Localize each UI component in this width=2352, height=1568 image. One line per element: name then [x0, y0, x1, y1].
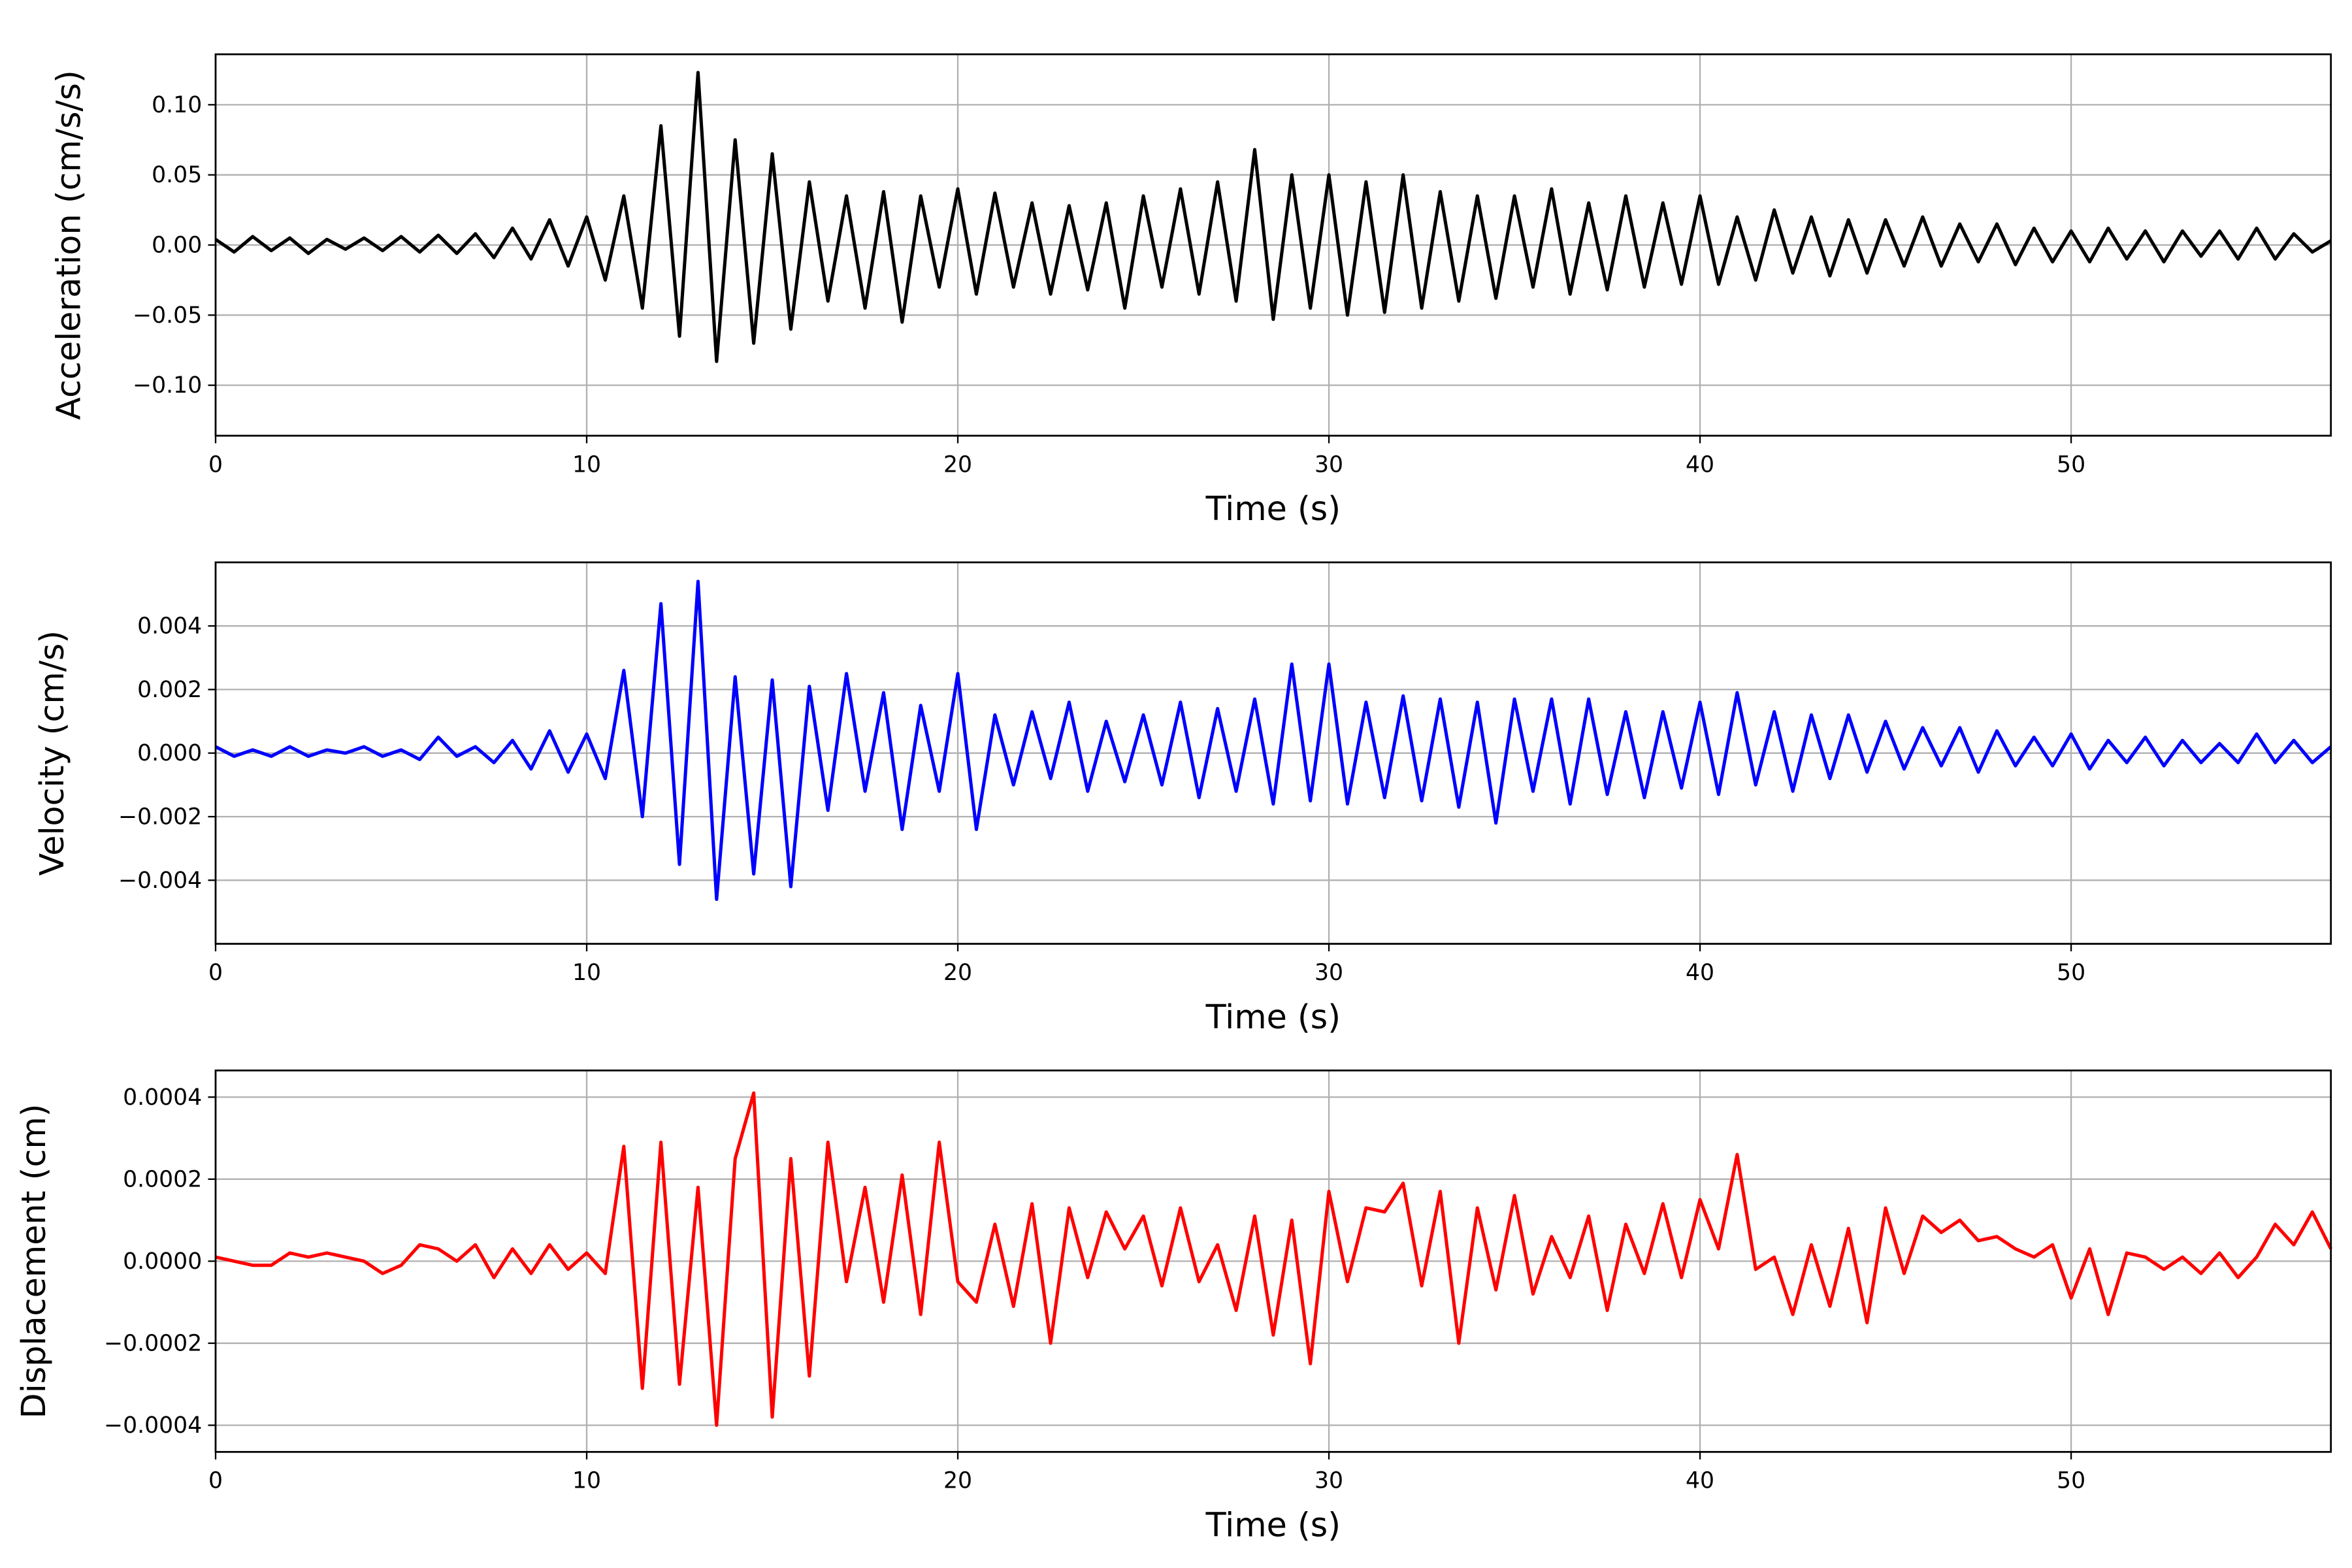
y-tick-label: 0.05 — [152, 162, 202, 188]
x-axis-label: Time (s) — [1205, 1506, 1341, 1544]
y-tick-label: 0.0000 — [123, 1249, 202, 1275]
axes-frame — [214, 1070, 2332, 1453]
x-axis-label: Time (s) — [1205, 998, 1341, 1036]
y-tick-label: −0.002 — [118, 804, 202, 830]
x-tick-label: 40 — [1686, 451, 1714, 478]
x-tick-label: 50 — [2057, 1468, 2085, 1494]
y-tick-label: 0.0004 — [123, 1085, 202, 1111]
x-tick-label: 20 — [943, 1468, 972, 1494]
x-tick-label: 50 — [2057, 960, 2085, 986]
x-tick-label: 0 — [208, 1468, 223, 1494]
x-tick-label: 0 — [208, 451, 223, 478]
x-tick-label: 0 — [208, 960, 223, 986]
data-line — [215, 1091, 2332, 1428]
data-line — [214, 71, 2332, 363]
y-axis-label: Acceleration (cm/s/s) — [49, 70, 88, 420]
x-tick-label: 40 — [1686, 960, 1714, 986]
y-axis-label: Displacement (cm) — [14, 1103, 53, 1418]
y-tick-label: −0.004 — [118, 868, 202, 894]
y-tick-label: −0.10 — [133, 372, 202, 399]
x-tick-label: 30 — [1315, 960, 1343, 986]
y-tick-label: −0.05 — [133, 302, 202, 329]
axes-frame — [214, 53, 2332, 437]
y-tick-label: 0.00 — [152, 233, 202, 259]
x-tick-label: 30 — [1315, 1468, 1343, 1494]
x-tick-label: 40 — [1686, 1468, 1714, 1494]
x-tick-label: 10 — [572, 960, 601, 986]
axes-frame — [214, 561, 2332, 945]
y-tick-label: 0.004 — [137, 613, 202, 640]
y-axis-label: Velocity (cm/s) — [33, 630, 71, 876]
x-tick-label: 20 — [943, 451, 972, 478]
x-axis-label: Time (s) — [1205, 489, 1341, 528]
y-tick-label: 0.002 — [137, 677, 202, 703]
x-tick-label: 10 — [572, 1468, 601, 1494]
x-tick-label: 20 — [943, 960, 972, 986]
x-tick-label: 10 — [572, 451, 601, 478]
data-line — [214, 580, 2332, 902]
y-tick-label: 0.10 — [152, 92, 202, 118]
y-tick-label: −0.0002 — [104, 1330, 202, 1356]
x-tick-label: 50 — [2057, 451, 2085, 478]
x-tick-label: 30 — [1315, 451, 1343, 478]
y-tick-label: −0.0004 — [104, 1413, 202, 1439]
y-tick-label: 0.0002 — [123, 1166, 202, 1192]
y-tick-label: 0.000 — [137, 740, 202, 766]
